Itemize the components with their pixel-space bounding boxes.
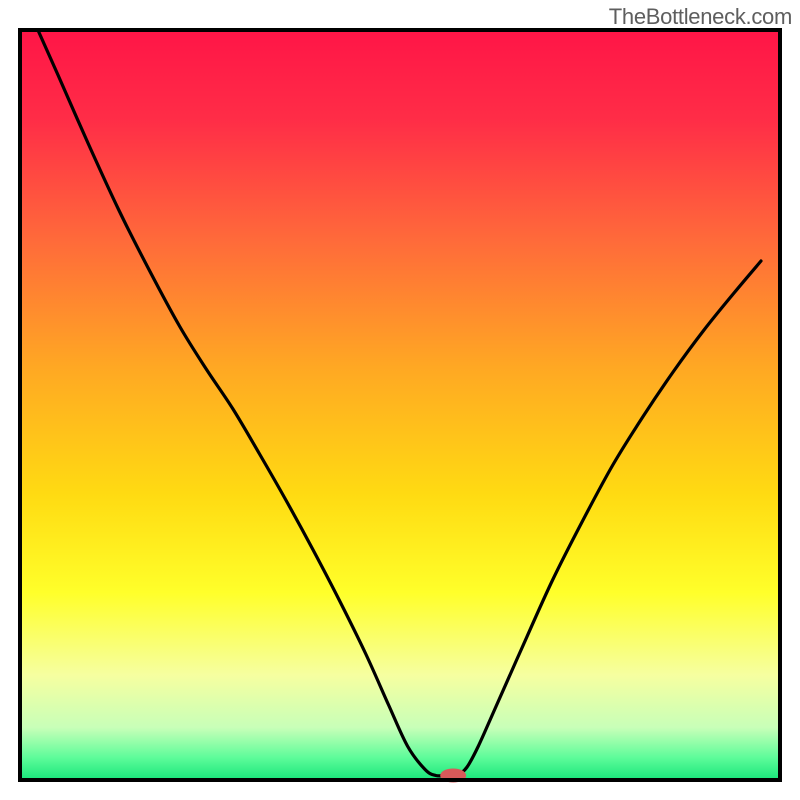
plot-background <box>20 30 780 780</box>
chart-container: TheBottleneck.com <box>0 0 800 800</box>
watermark-text: TheBottleneck.com <box>609 4 792 30</box>
bottleneck-chart <box>0 0 800 800</box>
